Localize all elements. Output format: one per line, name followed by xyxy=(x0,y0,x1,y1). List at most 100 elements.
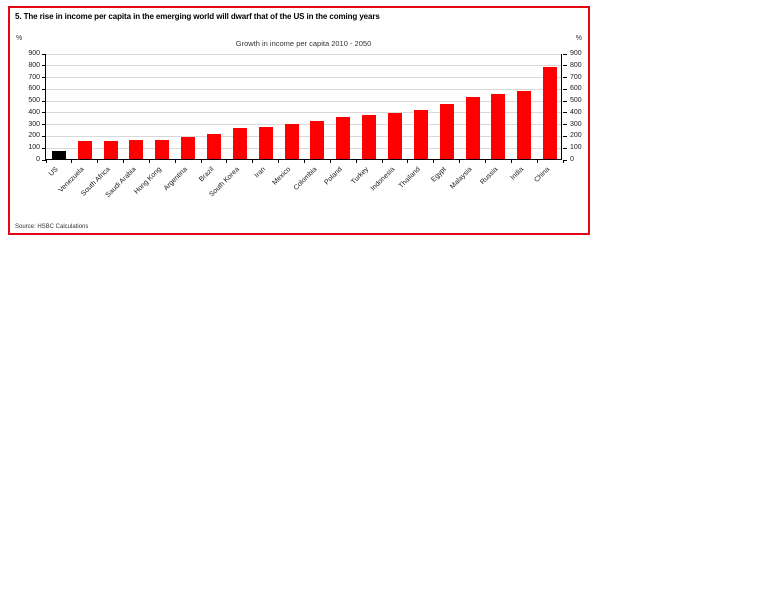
bar-venezuela xyxy=(77,140,92,159)
chart-subtitle: Growth in income per capita 2010 - 2050 xyxy=(235,39,372,48)
bar-mexico xyxy=(284,124,299,159)
right-axis-tick-label: 600 xyxy=(570,85,582,93)
bar-china xyxy=(543,66,558,159)
gridline-300 xyxy=(46,124,561,126)
x-label-egypt: Egypt xyxy=(430,166,448,184)
x-label-russia: Russia xyxy=(479,166,500,187)
gridline-800 xyxy=(46,65,561,67)
x-label-malaysia: Malaysia xyxy=(448,166,474,191)
left-axis-tick-label: 800 xyxy=(28,61,40,69)
left-axis-tick-label: 700 xyxy=(28,73,40,81)
left-axis-tick xyxy=(42,77,46,79)
bar-poland xyxy=(336,117,351,159)
left-axis-tick-label: 300 xyxy=(28,120,40,128)
right-axis-tick xyxy=(563,135,567,137)
bar-hong-kong xyxy=(155,139,170,159)
gridline-400 xyxy=(46,112,561,114)
right-axis-tick xyxy=(563,100,567,102)
left-axis-tick-label: 500 xyxy=(28,97,40,105)
x-label-us: US xyxy=(48,166,60,178)
bar-us xyxy=(51,151,66,159)
left-axis-tick xyxy=(42,135,46,137)
right-axis-tick xyxy=(563,88,567,90)
bar-colombia xyxy=(310,121,325,159)
right-axis-tick xyxy=(563,159,567,161)
bar-saudi-arabia xyxy=(129,140,144,159)
x-axis-tick xyxy=(562,160,564,163)
right-axis-tick xyxy=(563,147,567,149)
right-axis-tick-label: 200 xyxy=(570,132,582,140)
left-axis-tick xyxy=(42,88,46,90)
right-axis-tick xyxy=(563,53,567,55)
x-label-turkey: Turkey xyxy=(350,166,371,186)
gridline-900 xyxy=(46,53,561,55)
right-axis-tick-label: 400 xyxy=(570,108,582,116)
left-axis-tick xyxy=(42,147,46,149)
gridline-700 xyxy=(46,77,561,79)
left-axis-tick xyxy=(42,100,46,102)
bar-brazil xyxy=(207,133,222,159)
left-axis-tick-label: 400 xyxy=(28,108,40,116)
x-label-mexico: Mexico xyxy=(271,166,293,187)
x-axis-tick xyxy=(459,160,461,163)
right-axis-tick xyxy=(563,124,567,126)
right-axis-tick-label: 300 xyxy=(570,120,582,128)
x-axis-tick xyxy=(536,160,538,163)
x-axis-tick xyxy=(252,160,254,163)
x-axis-tick xyxy=(71,160,73,163)
gridline-500 xyxy=(46,100,561,102)
chart-panel: 5. The rise in income per capita in the … xyxy=(8,6,590,235)
x-axis-tick xyxy=(381,160,383,163)
bar-malaysia xyxy=(465,96,480,159)
right-axis-tick-label: 0 xyxy=(570,156,574,163)
x-axis-tick xyxy=(329,160,331,163)
bar-russia xyxy=(491,93,506,159)
bar-south-korea xyxy=(232,128,247,159)
x-axis-tick xyxy=(433,160,435,163)
x-label-thailand: Thailand xyxy=(397,166,422,190)
bar-argentina xyxy=(181,136,196,159)
bar-turkey xyxy=(362,114,377,159)
right-axis-tick-label: 800 xyxy=(570,61,582,69)
gridline-100 xyxy=(46,147,561,149)
x-label-poland: Poland xyxy=(323,166,345,187)
x-axis-tick xyxy=(484,160,486,163)
left-axis-tick-label: 0 xyxy=(36,156,40,163)
x-axis-tick xyxy=(148,160,150,163)
right-axis-tick xyxy=(563,112,567,114)
x-axis-tick xyxy=(407,160,409,163)
x-label-colombia: Colombia xyxy=(292,166,319,192)
gridline-600 xyxy=(46,88,561,90)
x-axis-tick xyxy=(510,160,512,163)
x-label-brazil: Brazil xyxy=(197,166,215,184)
x-label-china: China xyxy=(533,166,552,184)
left-axis-tick xyxy=(42,53,46,55)
x-axis-tick xyxy=(123,160,125,163)
right-axis-tick-label: 500 xyxy=(570,97,582,105)
x-label-argentina: Argentina xyxy=(162,166,190,193)
bar-indonesia xyxy=(387,113,402,159)
right-axis-tick xyxy=(563,65,567,67)
bar-south-africa xyxy=(103,140,118,159)
x-axis-tick xyxy=(355,160,357,163)
bar-egypt xyxy=(439,104,454,159)
x-axis-tick xyxy=(304,160,305,163)
right-axis-tick-label: 700 xyxy=(570,73,582,81)
gridline-200 xyxy=(46,135,561,137)
plot-area: 0 0 100 100 200 200 300 300 400 400 500 500 600 600 70… xyxy=(28,50,581,199)
x-axis-tick xyxy=(226,160,228,163)
left-axis-tick xyxy=(42,65,46,67)
left-axis-tick xyxy=(42,124,46,126)
x-axis-tick xyxy=(97,160,99,163)
left-axis-unit-label: % xyxy=(16,35,23,42)
left-axis-tick xyxy=(42,112,46,114)
bar-thailand xyxy=(413,110,428,159)
left-axis-tick-label: 900 xyxy=(28,50,40,57)
x-axis-tick xyxy=(278,160,280,163)
left-axis-tick-label: 600 xyxy=(28,85,40,93)
right-axis-tick-label: 100 xyxy=(570,144,582,152)
bar-iran xyxy=(258,126,273,159)
bar-india xyxy=(517,90,532,159)
right-axis-tick xyxy=(563,77,567,79)
x-axis-tick xyxy=(174,160,176,163)
